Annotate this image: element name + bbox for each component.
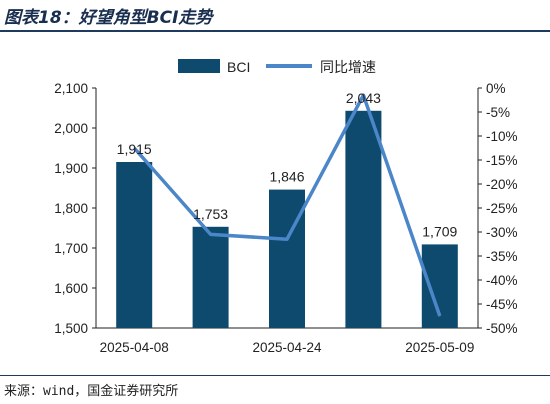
legend-label-bci: BCI bbox=[227, 59, 250, 75]
y-left-tick-label: 2,000 bbox=[54, 121, 88, 136]
bar-2025-04-08 bbox=[116, 162, 153, 328]
x-tick-label: 2025-04-08 bbox=[100, 340, 169, 355]
yoy-point-2025-04-24 bbox=[286, 238, 288, 240]
data-label-2025-04-16: 1,753 bbox=[193, 206, 228, 222]
y-left-tick-label: 1,600 bbox=[54, 281, 88, 296]
legend: BCI 同比增速 bbox=[178, 59, 376, 75]
axes: 1,500 1,600 1,700 1,800 1,900 2,000 2,100 0% -5%… bbox=[54, 81, 517, 355]
y-left-tick-label: 1,700 bbox=[54, 241, 88, 256]
source-note: 来源：wind，国金证券研究所 bbox=[4, 384, 179, 399]
line-series bbox=[132, 93, 442, 317]
y-left-tick-label: 1,500 bbox=[54, 321, 88, 336]
y-right-tick-label: -50% bbox=[486, 321, 518, 336]
x-tick-label: 2025-04-24 bbox=[252, 340, 322, 355]
y-left-tick-label: 1,900 bbox=[54, 161, 88, 176]
legend-swatch-bci bbox=[178, 59, 220, 73]
data-label-2025-04-08: 1,915 bbox=[117, 141, 152, 157]
data-labels: 1,915 1,753 1,846 2,043 1,709 bbox=[117, 90, 458, 240]
y-right-tick-label: -15% bbox=[486, 153, 518, 168]
yoy-point-2025-05-01 bbox=[362, 94, 364, 96]
bar-2025-04-24 bbox=[269, 189, 305, 328]
y-right-tick-label: -25% bbox=[486, 201, 518, 216]
y-right-tick-label: -10% bbox=[486, 129, 518, 144]
bar-2025-05-01 bbox=[345, 110, 382, 328]
y-right-tick-label: -45% bbox=[486, 297, 518, 312]
y-left-tick-label: 1,800 bbox=[54, 201, 88, 216]
bar-2025-04-16 bbox=[192, 226, 229, 328]
legend-label-yoy: 同比增速 bbox=[320, 59, 376, 75]
title-rule bbox=[0, 30, 550, 32]
y-right-tick-label: -30% bbox=[486, 225, 518, 240]
y-right-tick-label: -40% bbox=[486, 273, 518, 288]
data-label-2025-05-09: 1,709 bbox=[422, 223, 457, 239]
y-right-tick-label: 0% bbox=[486, 81, 506, 96]
x-tick-label: 2025-05-09 bbox=[405, 340, 474, 355]
data-label-2025-04-24: 1,846 bbox=[269, 169, 304, 185]
y-left-tick-label: 2,100 bbox=[54, 81, 88, 96]
data-label-2025-05-01: 2,043 bbox=[346, 90, 381, 106]
bar-series bbox=[116, 110, 458, 328]
yoy-point-2025-04-08 bbox=[133, 147, 135, 149]
y-right-tick-label: -20% bbox=[486, 177, 518, 192]
yoy-point-2025-05-09 bbox=[439, 315, 441, 317]
y-right-tick-label: -5% bbox=[486, 105, 510, 120]
y-right-tick-label: -35% bbox=[486, 249, 518, 264]
yoy-point-2025-04-16 bbox=[210, 233, 212, 235]
chart-title: 图表18：好望角型BCI走势 bbox=[4, 8, 213, 28]
source-rule bbox=[0, 375, 550, 376]
